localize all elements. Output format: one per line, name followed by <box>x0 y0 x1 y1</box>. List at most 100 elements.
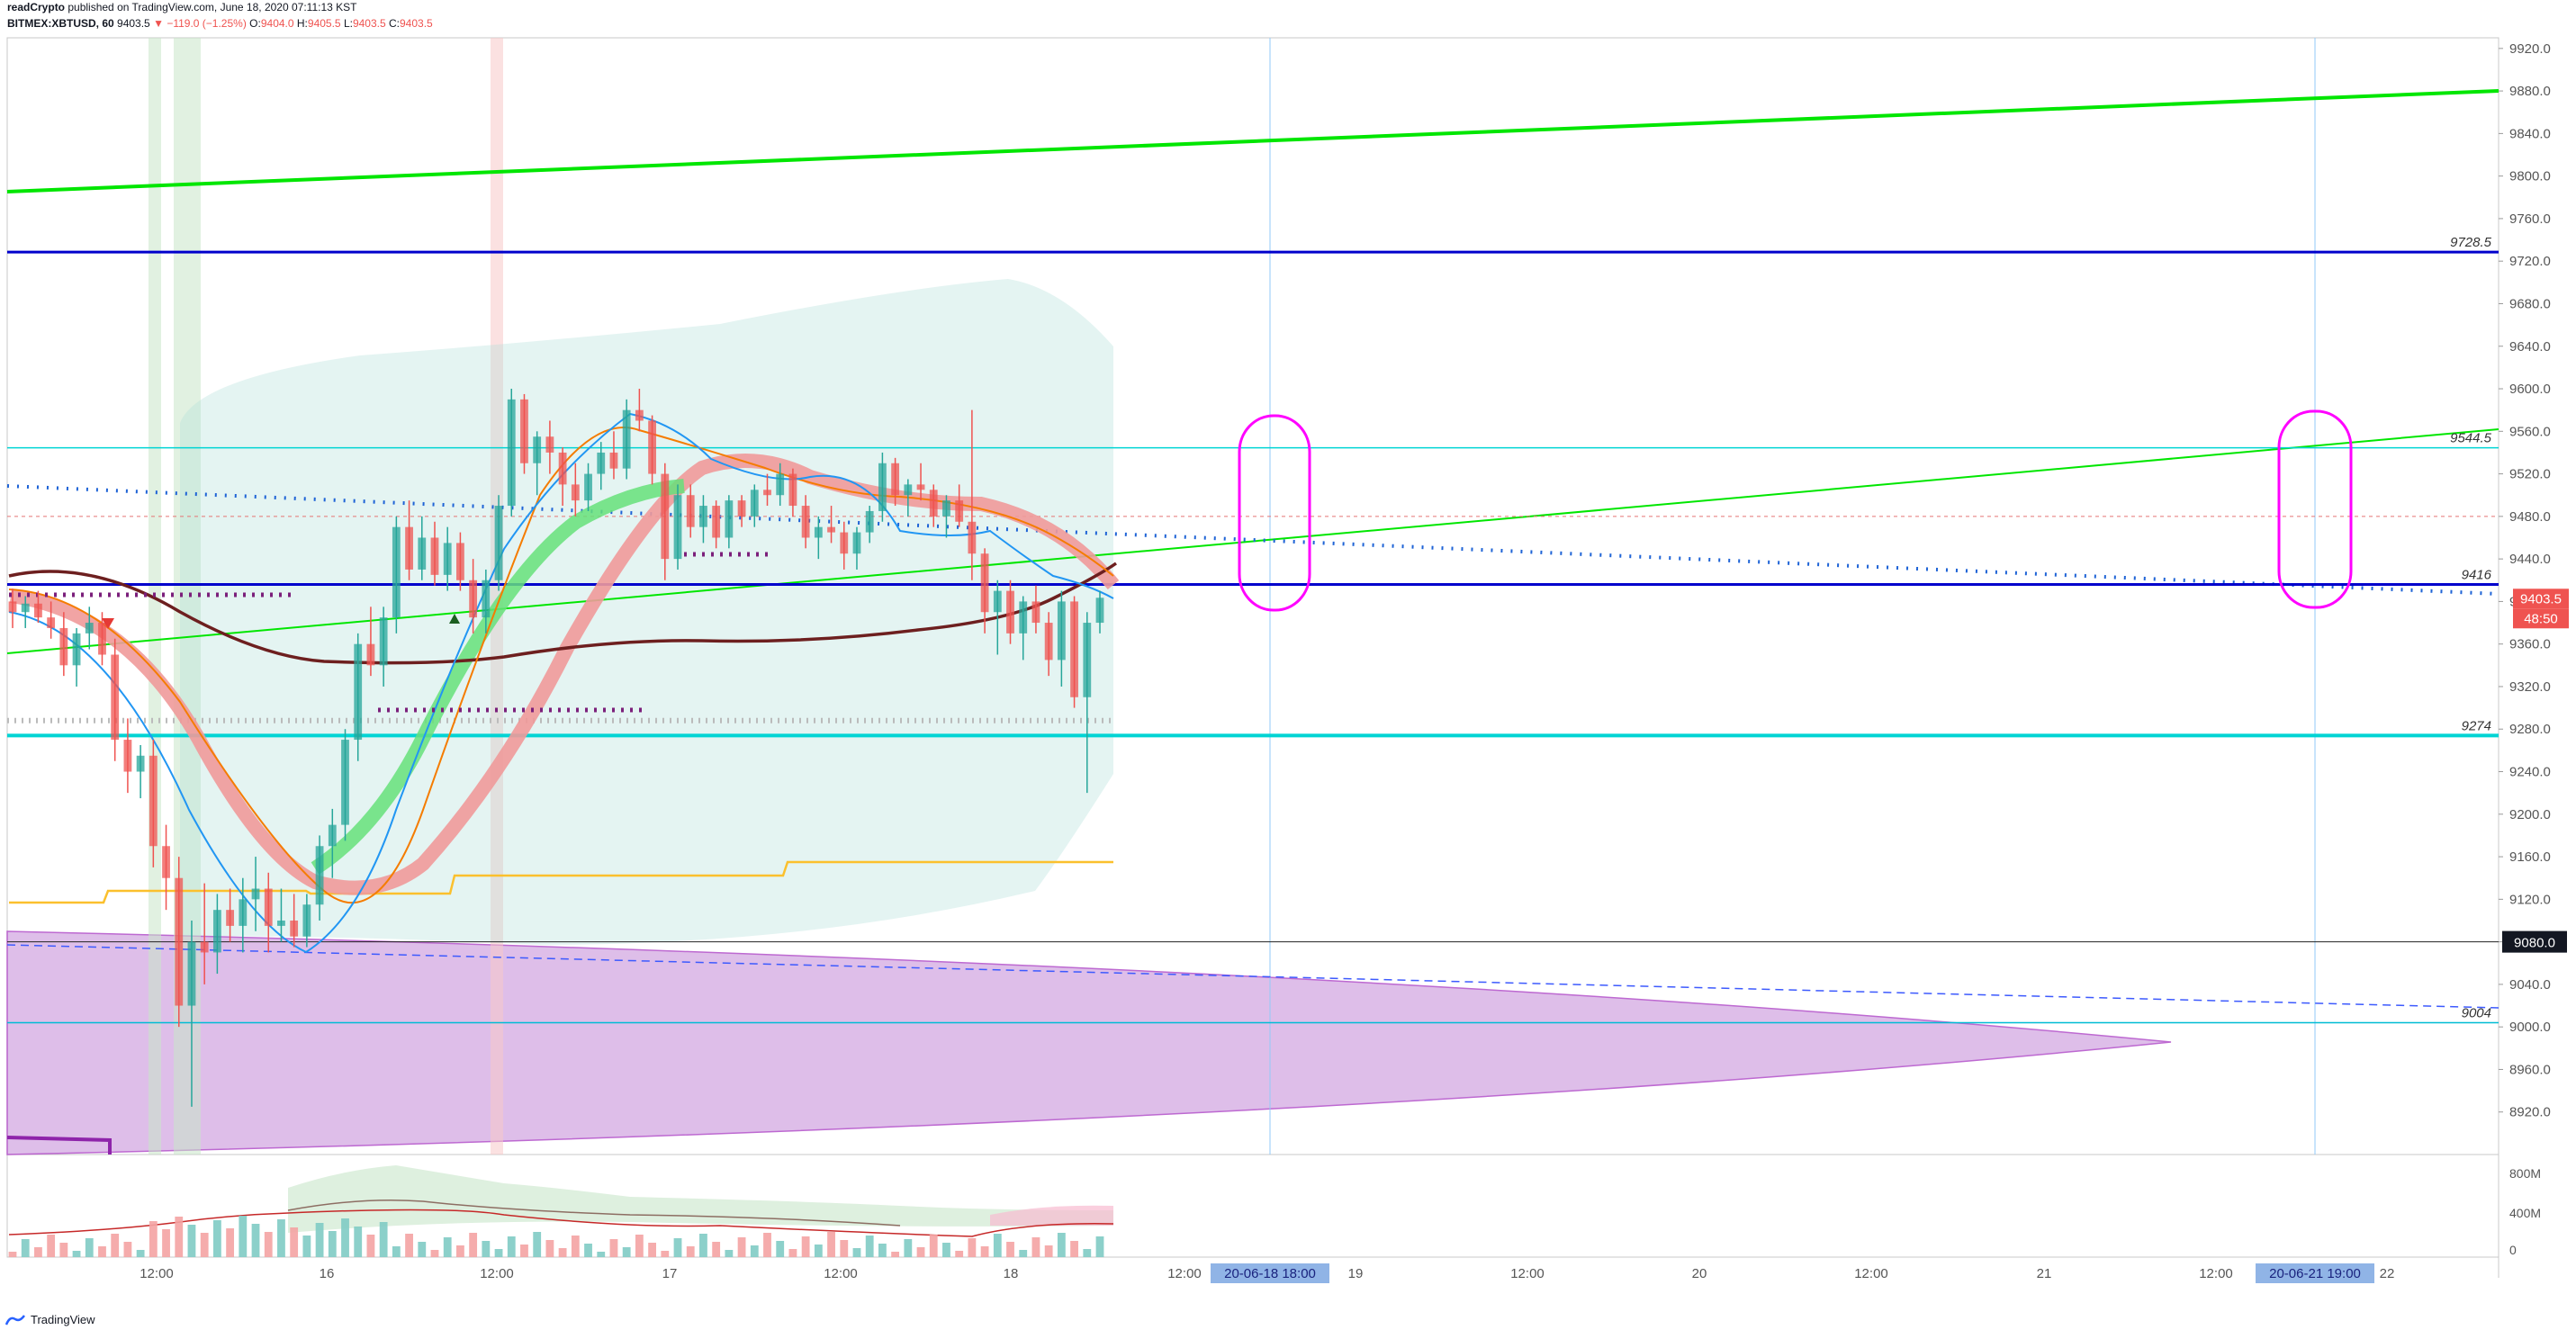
candle-body <box>1057 601 1066 661</box>
x-tick-label: 20 <box>1692 1266 1707 1281</box>
green-trendline-lower <box>6 428 2499 654</box>
countdown-badge-text: 48:50 <box>2524 611 2558 626</box>
magenta-oval <box>1238 414 1311 612</box>
candle-body <box>635 409 644 421</box>
volume-tick-label: 0 <box>2509 1243 2517 1257</box>
candle <box>34 590 42 624</box>
candle-body <box>212 910 221 953</box>
volume-bar <box>162 1229 170 1257</box>
candle-body <box>1019 601 1028 634</box>
candle <box>494 495 503 591</box>
candle-body <box>136 755 145 772</box>
candle-body <box>430 537 439 575</box>
volume-bar <box>597 1252 606 1257</box>
candle-body <box>98 623 106 655</box>
candle-body <box>801 506 810 538</box>
x-tick-label: 17 <box>662 1266 678 1281</box>
candle <box>469 559 478 634</box>
x-tick-label: 12:00 <box>1167 1266 1202 1281</box>
candle-body <box>456 543 464 580</box>
candle-body <box>558 452 567 485</box>
footer-brand[interactable]: TradingView <box>31 1313 95 1326</box>
y-tick-label: 8960.0 <box>2509 1062 2551 1077</box>
candle-body <box>737 500 746 517</box>
candle-body <box>366 643 375 666</box>
last-price-badge-text: 9403.5 <box>2520 591 2562 607</box>
close-value: 9403.5 <box>400 17 433 30</box>
chart-header: readCrypto published on TradingView.com,… <box>7 2 433 29</box>
candle <box>200 883 209 984</box>
last-price: 9403.5 <box>117 17 150 30</box>
high-label: H: <box>296 17 308 30</box>
candle <box>111 638 120 761</box>
volume-bar <box>175 1217 184 1257</box>
y-tick-label: 9040.0 <box>2509 977 2551 993</box>
volume-bar <box>200 1233 209 1257</box>
x-tick-label: 18 <box>1004 1266 1019 1281</box>
volume-bar <box>686 1246 695 1257</box>
time-cursor-badge-bg <box>2256 1263 2374 1283</box>
candle-body <box>302 904 311 937</box>
open-label: O: <box>249 17 261 30</box>
candle <box>929 484 938 527</box>
candle <box>865 506 874 544</box>
candle-body <box>379 617 388 666</box>
volume-bar <box>405 1234 413 1257</box>
candle <box>418 516 427 580</box>
y-tick-label: 9240.0 <box>2509 765 2551 780</box>
candle <box>763 473 771 507</box>
brown-ma <box>8 562 1118 665</box>
purple-step <box>6 1136 112 1155</box>
x-tick-label: 22 <box>2380 1266 2395 1281</box>
publisher-name[interactable]: readCrypto <box>7 1 66 13</box>
candle-body <box>993 590 1002 613</box>
x-tick-label: 12:00 <box>1854 1266 1888 1281</box>
y-tick-label: 9480.0 <box>2509 509 2551 525</box>
last-price-badge-bg <box>2513 589 2569 609</box>
candle <box>1006 580 1014 644</box>
volume-bar <box>418 1242 427 1257</box>
candle <box>264 872 273 953</box>
time-cursor-badge-text: 20-06-18 18:00 <box>1224 1266 1316 1281</box>
candle-body <box>955 500 964 522</box>
candle <box>341 729 349 841</box>
candle-body <box>290 920 299 937</box>
symbol-label[interactable]: BITMEX:XBTUSD, 60 <box>7 17 114 30</box>
volume-bar <box>661 1251 670 1257</box>
candle-body <box>418 537 427 570</box>
volume-bar <box>456 1245 464 1257</box>
volume-bar <box>571 1236 580 1257</box>
volume-bar <box>648 1243 656 1257</box>
candle-body <box>251 888 260 900</box>
level-label-9004: 9004 <box>2462 1005 2491 1020</box>
down-arrow-icon: ▼ <box>153 17 164 30</box>
volume-bar <box>494 1249 503 1257</box>
candle-body <box>507 399 516 507</box>
blue-dashed-line <box>6 944 2499 1009</box>
volume-bar <box>98 1246 106 1257</box>
candle <box>814 516 823 560</box>
candle-body <box>315 846 324 905</box>
candle-body <box>699 506 707 527</box>
volume-bar <box>341 1218 349 1257</box>
candle <box>878 452 887 522</box>
candle-body <box>239 899 248 926</box>
candle-body <box>482 580 491 618</box>
volume-bar <box>520 1245 528 1257</box>
candle-body <box>814 526 823 538</box>
volume-bar <box>315 1223 324 1257</box>
candle <box>162 824 170 911</box>
candle <box>175 857 184 1028</box>
volume-bar <box>852 1248 861 1257</box>
volume-bar <box>226 1228 235 1257</box>
volume-bar <box>85 1238 94 1257</box>
candle-body <box>1031 601 1040 624</box>
y-tick-label: 9760.0 <box>2509 211 2551 227</box>
candle <box>609 431 618 480</box>
volume-bar <box>750 1245 759 1257</box>
volume-bar <box>482 1241 491 1257</box>
volume-bar <box>801 1236 810 1257</box>
volume-bar <box>1070 1241 1078 1257</box>
candle-body <box>609 452 618 469</box>
